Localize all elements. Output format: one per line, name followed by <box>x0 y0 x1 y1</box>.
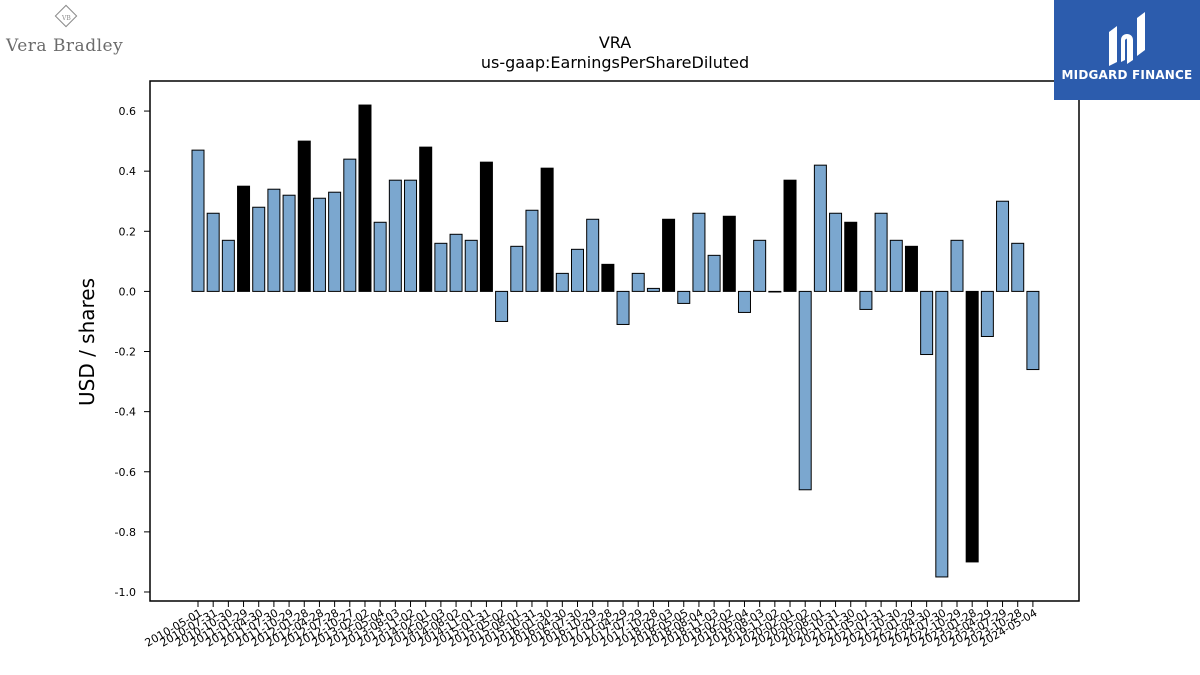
bar-2023-01-28 <box>965 290 979 563</box>
chart-subtitle: us-gaap:EarningsPerShareDiluted <box>481 53 749 72</box>
y-tick-label: -0.8 <box>115 526 136 539</box>
bar-2020-05-02 <box>798 290 812 491</box>
bar-2022-10-29 <box>950 239 964 292</box>
bar-2013-11-02 <box>404 179 418 292</box>
bar-2021-05-01 <box>859 290 873 310</box>
bar-2023-07-29 <box>996 200 1010 292</box>
bar-2020-08-01 <box>813 164 827 292</box>
bar-2013-02-02 <box>358 104 372 292</box>
bar-2018-11-03 <box>707 254 721 292</box>
bar-2019-02-02 <box>722 215 736 292</box>
bar-2012-01-28 <box>297 140 311 292</box>
y-tick-label: 0.2 <box>119 225 137 238</box>
logo-wordmark: Vera Bradley <box>6 36 124 56</box>
bar-2016-04-30 <box>555 272 569 292</box>
logo-monogram: VB <box>62 15 71 22</box>
bar-2015-01-31 <box>479 161 493 292</box>
bar-2020-10-31 <box>829 212 843 292</box>
midgard-finance-logo: MIDGARD FINANCE <box>1054 0 1200 100</box>
bar-2017-04-29 <box>616 290 630 325</box>
chart-title: VRA <box>599 33 631 52</box>
bar-2024-05-04 <box>1026 290 1040 371</box>
y-tick-label: -0.2 <box>115 346 136 359</box>
bar-2011-07-30 <box>267 188 281 292</box>
bar-2012-04-28 <box>312 197 326 292</box>
y-tick-label: -0.4 <box>115 406 136 419</box>
bar-2010-07-31 <box>206 212 220 292</box>
midgard-mark-icon <box>1109 12 1145 66</box>
bar-2022-04-30 <box>920 290 934 356</box>
plot-frame <box>149 80 1080 602</box>
bar-2014-05-03 <box>434 242 448 292</box>
bar-2017-07-29 <box>631 272 645 292</box>
bar-2021-07-31 <box>874 212 888 292</box>
bar-2014-11-01 <box>464 239 478 292</box>
bar-2020-02-01 <box>783 179 797 292</box>
bar-2015-08-01 <box>510 245 524 292</box>
y-tick-label: 0.4 <box>119 165 137 178</box>
bar-2017-10-28 <box>646 287 660 292</box>
bar-2011-10-29 <box>282 194 296 292</box>
bar-2022-07-30 <box>935 290 949 578</box>
y-tick-label: -0.6 <box>115 466 136 479</box>
bar-2019-11-02 <box>768 290 782 293</box>
y-tick-label: 0.6 <box>119 105 137 118</box>
bar-2011-01-29 <box>237 185 251 292</box>
bar-2011-04-30 <box>252 206 266 292</box>
bar-2012-10-27 <box>343 158 357 292</box>
vera-bradley-logo: VB Vera Bradley <box>6 4 126 64</box>
bar-2010-10-30 <box>221 239 235 292</box>
bars <box>191 104 1040 578</box>
y-tick-label: -1.0 <box>115 586 136 599</box>
y-tick-label: 0.0 <box>119 285 137 298</box>
bar-2022-01-29 <box>904 245 918 292</box>
bar-2013-05-04 <box>373 221 387 292</box>
bar-2012-07-28 <box>328 191 342 292</box>
bar-2021-10-30 <box>889 239 903 292</box>
bar-2019-08-03 <box>753 239 767 292</box>
bar-2016-10-29 <box>586 218 600 292</box>
bar-2015-10-31 <box>525 209 539 292</box>
bar-2016-01-30 <box>540 167 554 292</box>
bar-2015-05-02 <box>495 290 509 322</box>
bar-2018-02-03 <box>662 218 676 292</box>
bar-2019-05-04 <box>737 290 751 313</box>
bar-2018-08-04 <box>692 212 706 292</box>
bar-2016-07-30 <box>571 248 584 292</box>
logo-brand-text: MIDGARD FINANCE <box>1061 68 1193 82</box>
bar-2023-10-28 <box>1011 242 1025 292</box>
bar-2018-05-05 <box>677 290 691 304</box>
bar-2023-04-29 <box>980 290 994 337</box>
bar-2014-02-01 <box>419 146 433 292</box>
bar-2013-08-03 <box>388 179 402 292</box>
y-ticks: -1.0 -0.8 -0.6 -0.4 -0.2 0.0 0.2 0.4 0.6 <box>115 105 150 599</box>
bar-2021-01-30 <box>844 221 858 292</box>
bar-2014-08-02 <box>449 233 463 292</box>
y-axis-label: USD / shares <box>75 278 99 406</box>
bar-2017-01-28 <box>601 263 615 292</box>
x-ticks: 2010-05-012010-07-312010-10-302011-01-29… <box>143 601 1039 650</box>
bar-2010-05-01 <box>191 149 205 292</box>
